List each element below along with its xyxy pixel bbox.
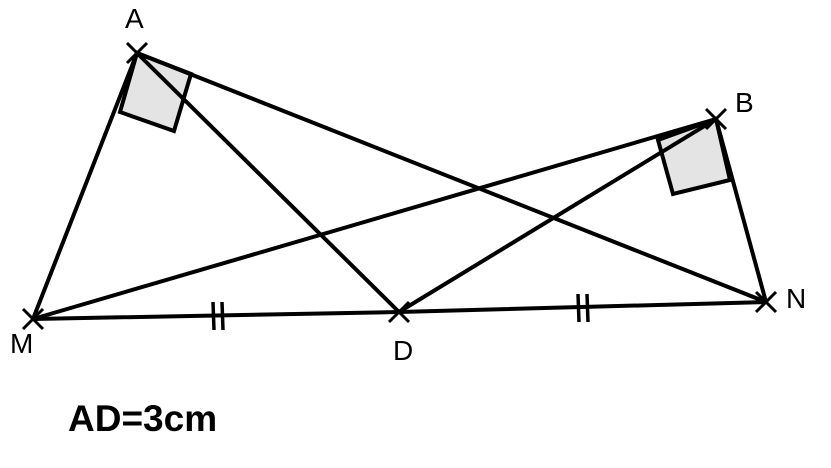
segment-AM — [31, 51, 139, 321]
point-mark-M — [21, 307, 45, 331]
segment-BD — [397, 117, 718, 314]
segment-DN — [397, 300, 768, 314]
segment-BM — [31, 117, 718, 321]
point-label-N: N — [786, 283, 806, 314]
segment-AN — [135, 51, 768, 304]
point-mark-A — [125, 41, 149, 65]
point-label-D: D — [393, 335, 413, 366]
segment-AD — [135, 51, 401, 314]
equal-mark-MD — [211, 301, 225, 331]
point-mark-N — [754, 290, 778, 314]
equal-mark-DN — [576, 293, 590, 323]
segment-BN — [714, 117, 768, 304]
point-label-B: B — [735, 87, 754, 118]
point-label-M: M — [10, 328, 33, 359]
point-mark-D — [387, 300, 411, 324]
segment-MD — [31, 310, 401, 321]
point-mark-B — [704, 107, 728, 131]
point-label-A: A — [125, 3, 144, 34]
length-caption: AD=3cm — [68, 398, 218, 439]
